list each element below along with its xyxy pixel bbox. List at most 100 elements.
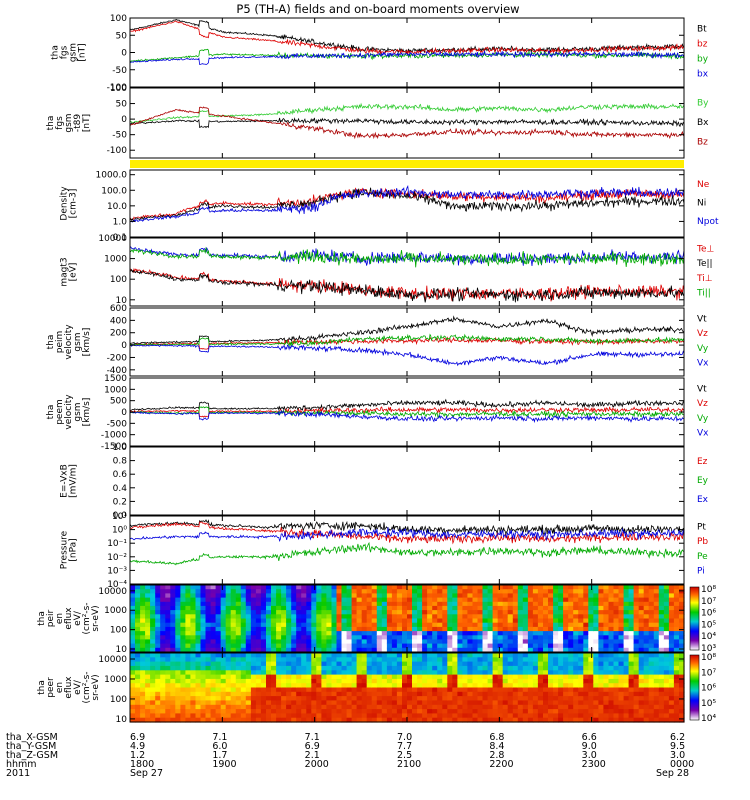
spectrogram-cell (140, 661, 146, 667)
spectrogram-cell (361, 696, 368, 701)
spectrogram-cell (573, 610, 579, 615)
spectrogram-cell (517, 585, 524, 590)
y-axis-label-line: eflux (64, 676, 74, 699)
spectrogram-cell (135, 691, 141, 697)
spectrogram-cell (376, 687, 383, 693)
spectrogram-peir (130, 585, 685, 653)
spectrogram-cell (331, 601, 338, 607)
spectrogram-cell (457, 696, 463, 701)
spectrogram-cell (311, 618, 317, 624)
spectrogram-cell (608, 589, 615, 594)
spectrogram-cell (618, 647, 625, 653)
spectrogram-cell (593, 687, 599, 693)
spectrogram-cell (462, 622, 468, 628)
spectrogram-cell (558, 678, 564, 684)
spectrogram-cell (250, 614, 257, 620)
spectrogram-cell (185, 631, 191, 636)
spectrogram-cell (356, 631, 363, 636)
spectrogram-cell (346, 691, 353, 697)
spectrogram-cell (286, 665, 292, 671)
spectrogram-cell (412, 593, 418, 599)
spectrogram-cell (543, 678, 549, 684)
spectrogram-cell (371, 639, 378, 645)
spectrogram-cell (150, 665, 156, 671)
spectrogram-cell (527, 601, 534, 607)
spectrogram-cell (543, 610, 549, 615)
spectrogram-cell (311, 717, 317, 723)
spectrogram-cell (286, 661, 292, 667)
spectrogram-cell (628, 653, 635, 658)
y-axis-label-fgs: thafgsgsm[nT] (51, 43, 88, 62)
y-axis-label-line: fgs (60, 45, 70, 59)
spectrogram-cell (250, 709, 257, 714)
spectrogram-cell (402, 704, 408, 710)
spectrogram-cell (266, 593, 272, 599)
spectrogram-cell (548, 614, 554, 620)
spectrogram-cell (326, 647, 332, 653)
spectrogram-cell (210, 674, 217, 680)
spectrogram-cell (140, 639, 146, 645)
spectrogram-cell (351, 665, 358, 671)
spectrogram-cell (331, 589, 338, 594)
spectrogram-cell (356, 626, 363, 632)
spectrogram-cell (512, 696, 519, 701)
spectrogram-cell (452, 704, 458, 710)
spectrogram-cell (623, 713, 630, 719)
spectrogram-cell (190, 585, 196, 590)
spectrogram-cell (165, 713, 171, 719)
spectrogram-cell (381, 709, 388, 714)
spectrogram-cell (255, 610, 262, 615)
spectrogram-cell (502, 678, 509, 684)
spectrogram-cell (175, 585, 181, 590)
spectrogram-cell (150, 653, 156, 658)
spectrogram-cell (618, 657, 625, 663)
spectrogram-cell (553, 601, 559, 607)
spectrogram-cell (205, 713, 212, 719)
spectrogram-cell (240, 713, 247, 719)
spectrogram-cell (477, 700, 484, 706)
spectrogram-cell (381, 670, 388, 676)
spectrogram-cell (296, 639, 302, 645)
spectrogram-cell (286, 614, 292, 620)
spectrogram-cell (467, 618, 473, 624)
spectrogram-cell (210, 696, 217, 701)
spectrogram-cell (185, 605, 191, 611)
spectrogram-cell (326, 610, 332, 615)
y-axis-label-temp: magt3[eV] (60, 257, 79, 286)
spectrogram-cell (326, 622, 332, 628)
spectrogram-cell (643, 709, 650, 714)
spectrogram-cell (391, 657, 398, 663)
spectrogram-cell (668, 657, 675, 663)
spectrogram-cell (346, 661, 353, 667)
y-axis-label-peer: thapeerenefluxeV/(cm²-s-sr-eV) (37, 671, 101, 703)
spectrogram-cell (573, 618, 579, 624)
spectrogram-cell (306, 605, 312, 611)
spectrogram-cell (527, 704, 534, 710)
spectrogram-cell (296, 605, 302, 611)
spectrogram-cell (190, 709, 196, 714)
spectrogram-cell (165, 700, 171, 706)
spectrogram-cell (356, 674, 363, 680)
spectrogram-cell (452, 639, 458, 645)
spectrogram-cell (608, 647, 615, 653)
spectrogram-cell (653, 622, 660, 628)
spectrogram-cell (618, 700, 625, 706)
spectrogram-cell (543, 661, 549, 667)
spectrogram-cell (260, 605, 267, 611)
spectrogram-cell (200, 626, 207, 632)
trace-pi-pressure (130, 527, 684, 542)
spectrogram-cell (180, 631, 186, 636)
spectrogram-cell (432, 631, 438, 636)
spectrogram-cell (210, 709, 217, 714)
spectrogram-cell (668, 614, 675, 620)
spectrogram-cell (402, 696, 408, 701)
ephem-value: 2.8 (489, 750, 504, 761)
spectrogram-cell (386, 674, 393, 680)
trace-vy-peem (130, 406, 684, 419)
spectrogram-cell (336, 687, 343, 693)
spectrogram-cell (543, 589, 549, 594)
spectrogram-cell (351, 593, 358, 599)
spectrogram-cell (623, 639, 630, 645)
spectrogram-cell (462, 653, 468, 658)
spectrogram-cell (250, 674, 257, 680)
